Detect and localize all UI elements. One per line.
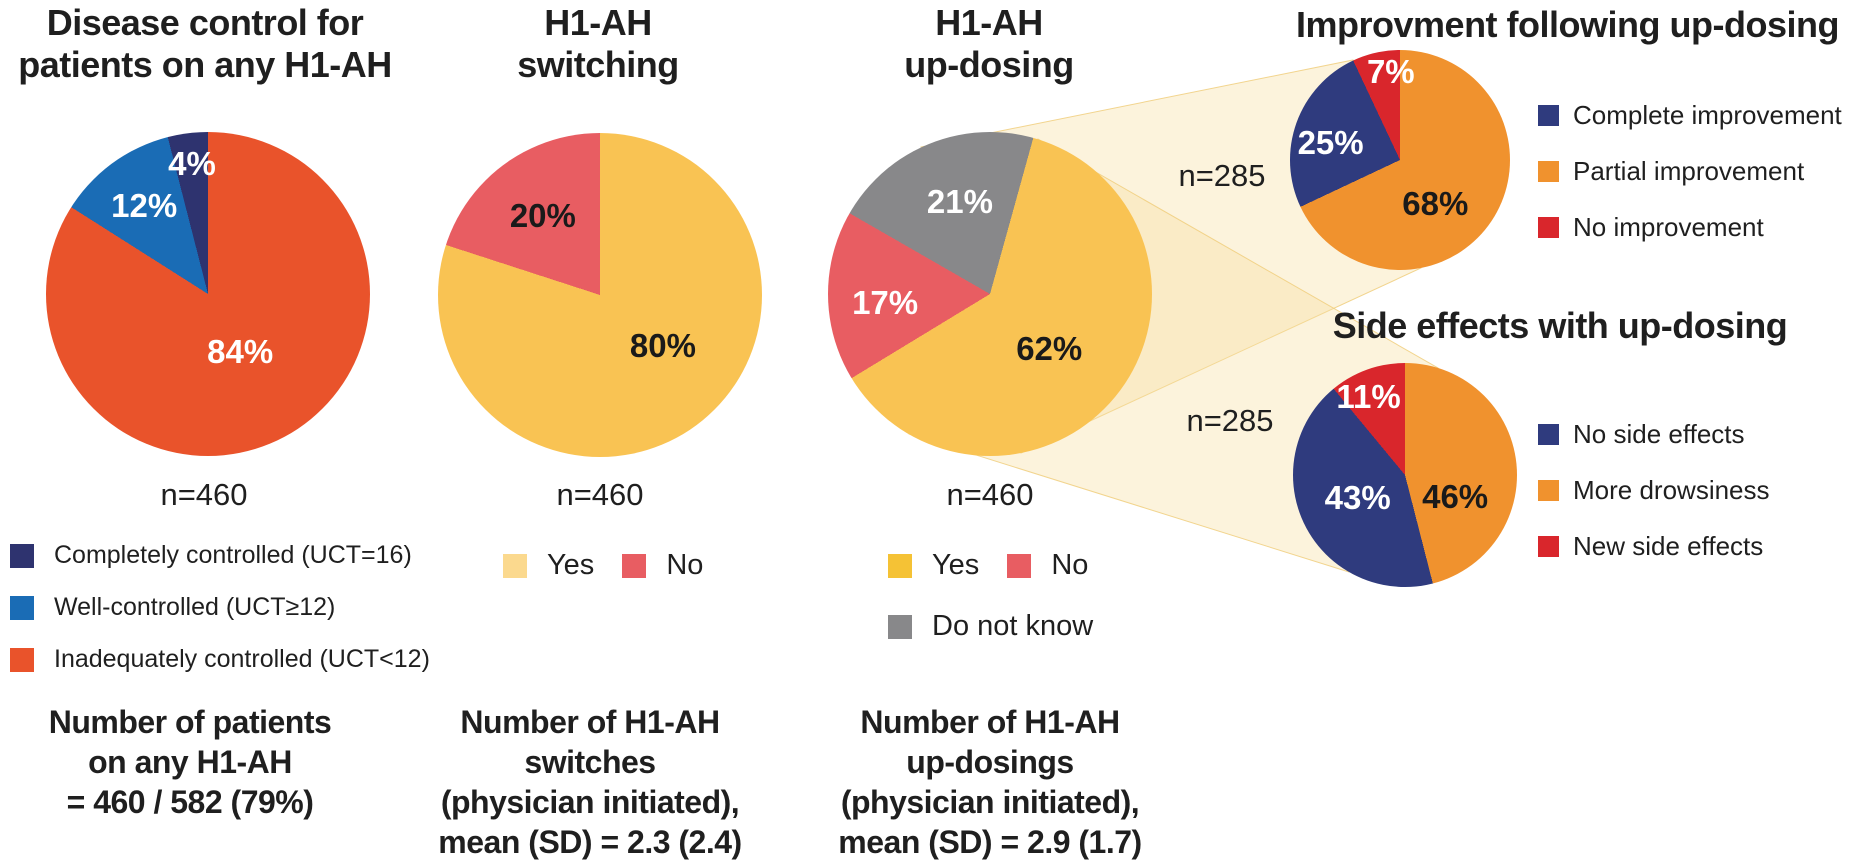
legend-swatch-complete-improvement <box>1538 105 1559 126</box>
legend-label: Yes <box>547 549 595 581</box>
pie-slice-label: 4% <box>168 144 216 182</box>
legend-item: New side effects <box>1538 531 1770 562</box>
legend-label: Complete improvement <box>1573 100 1842 130</box>
pie-title-disease-control: Disease control for patients on any H1-A… <box>18 2 392 85</box>
n-label-side-effects: n=285 <box>1186 403 1274 438</box>
legend-label: Completely controlled (UCT=16) <box>54 541 412 569</box>
legend-switching: Yes No <box>503 549 731 582</box>
legend-label: No <box>1051 549 1089 581</box>
legend-label: Partial improvement <box>1573 156 1805 186</box>
pie-updosing: 62% 17% 21% <box>828 132 1152 456</box>
n-label-disease-control: n=460 <box>160 477 248 512</box>
legend-improvement: Complete improvement Partial improvement… <box>1538 100 1842 268</box>
pie-slice-label: 7% <box>1366 53 1415 91</box>
legend-swatch-inadequately-controlled <box>10 647 34 672</box>
legend-item: Yes <box>888 549 979 582</box>
legend-swatch-no <box>1007 553 1032 578</box>
legend-label: Well-controlled (UCT≥12) <box>54 593 336 621</box>
pie-slice-label: 21% <box>926 182 993 220</box>
n-label-updosing: n=460 <box>946 477 1034 512</box>
pie-slice-label: 17% <box>852 284 919 322</box>
legend-swatch-well-controlled <box>10 595 34 620</box>
legend-label: No <box>666 549 704 581</box>
legend-swatch-new-side-effects <box>1538 536 1559 557</box>
pie-slice-label: 46% <box>1422 478 1489 516</box>
pie-slice-label: 12% <box>111 187 178 225</box>
legend-label: Yes <box>932 549 980 581</box>
legend-label: New side effects <box>1573 531 1764 561</box>
pie-slice-label: 62% <box>1016 330 1083 368</box>
legend-item: Do not know <box>888 610 1093 643</box>
legend-swatch-no <box>622 553 647 578</box>
pie-title-switching: H1-AH switching <box>517 2 679 85</box>
footnote-switches: Number of H1-AH switches (physician init… <box>438 704 742 860</box>
legend-item: No <box>1007 549 1088 582</box>
legend-swatch-do-not-know <box>888 614 912 639</box>
legend-label: Inadequately controlled (UCT<12) <box>54 645 430 673</box>
legend-updosing-row1: Yes No <box>888 549 1116 582</box>
pie-disease-control: 84% 12% 4% <box>46 132 370 456</box>
legend-label: No side effects <box>1573 419 1745 449</box>
legend-item: No improvement <box>1538 212 1842 243</box>
legend-label: More drowsiness <box>1573 475 1770 505</box>
pie-title-side-effects: Side effects with up-dosing <box>1332 305 1788 346</box>
legend-disease-control: Completely controlled (UCT=16) Well-cont… <box>10 541 430 697</box>
legend-swatch-partial-improvement <box>1538 161 1559 182</box>
pie-title-improvement: Improvment following up-dosing <box>1296 4 1839 45</box>
pie-switching: 80% 20% <box>438 133 762 457</box>
pie-slice-label: 43% <box>1324 479 1391 517</box>
legend-swatch-yes <box>888 553 912 578</box>
legend-swatch-yes <box>503 553 527 578</box>
pie-slice-label: 25% <box>1297 123 1364 161</box>
legend-item: Partial improvement <box>1538 156 1842 187</box>
legend-item: Completely controlled (UCT=16) <box>10 541 430 570</box>
legend-item: No side effects <box>1538 419 1770 450</box>
pie-slice-label: 68% <box>1402 184 1469 222</box>
legend-side-effects: No side effects More drowsiness New side… <box>1538 419 1770 587</box>
pie-slice-label: 80% <box>629 326 696 364</box>
legend-item: Complete improvement <box>1538 100 1842 131</box>
pie-title-updosing: H1-AH up-dosing <box>904 2 1074 85</box>
pie-slice-label: 20% <box>509 197 576 235</box>
legend-swatch-completely-controlled <box>10 543 34 568</box>
legend-label: No improvement <box>1573 212 1764 242</box>
legend-item: Inadequately controlled (UCT<12) <box>10 645 430 674</box>
legend-item: Yes <box>503 549 594 582</box>
legend-swatch-more-drowsiness <box>1538 480 1559 501</box>
legend-updosing-row2: Do not know <box>888 610 1121 643</box>
footnote-updosings: Number of H1-AH up-dosings (physician in… <box>838 704 1142 860</box>
legend-swatch-no-improvement <box>1538 217 1559 238</box>
pie-slice-label: 84% <box>207 333 274 371</box>
pie-slice-label: 11% <box>1336 377 1401 415</box>
n-label-switching: n=460 <box>556 477 644 512</box>
n-label-improvement: n=285 <box>1178 158 1266 193</box>
legend-item: Well-controlled (UCT≥12) <box>10 593 430 622</box>
pie-side-effects: 46% 43% 11% <box>1293 363 1517 587</box>
legend-swatch-no-side-effects <box>1538 424 1559 445</box>
legend-label: Do not know <box>932 610 1094 642</box>
legend-item: No <box>622 549 703 582</box>
legend-item: More drowsiness <box>1538 475 1770 506</box>
footnote-patients-on-h1ah: Number of patients on any H1-AH = 460 / … <box>48 704 332 820</box>
pie-improvement: 68% 25% 7% <box>1290 50 1510 270</box>
